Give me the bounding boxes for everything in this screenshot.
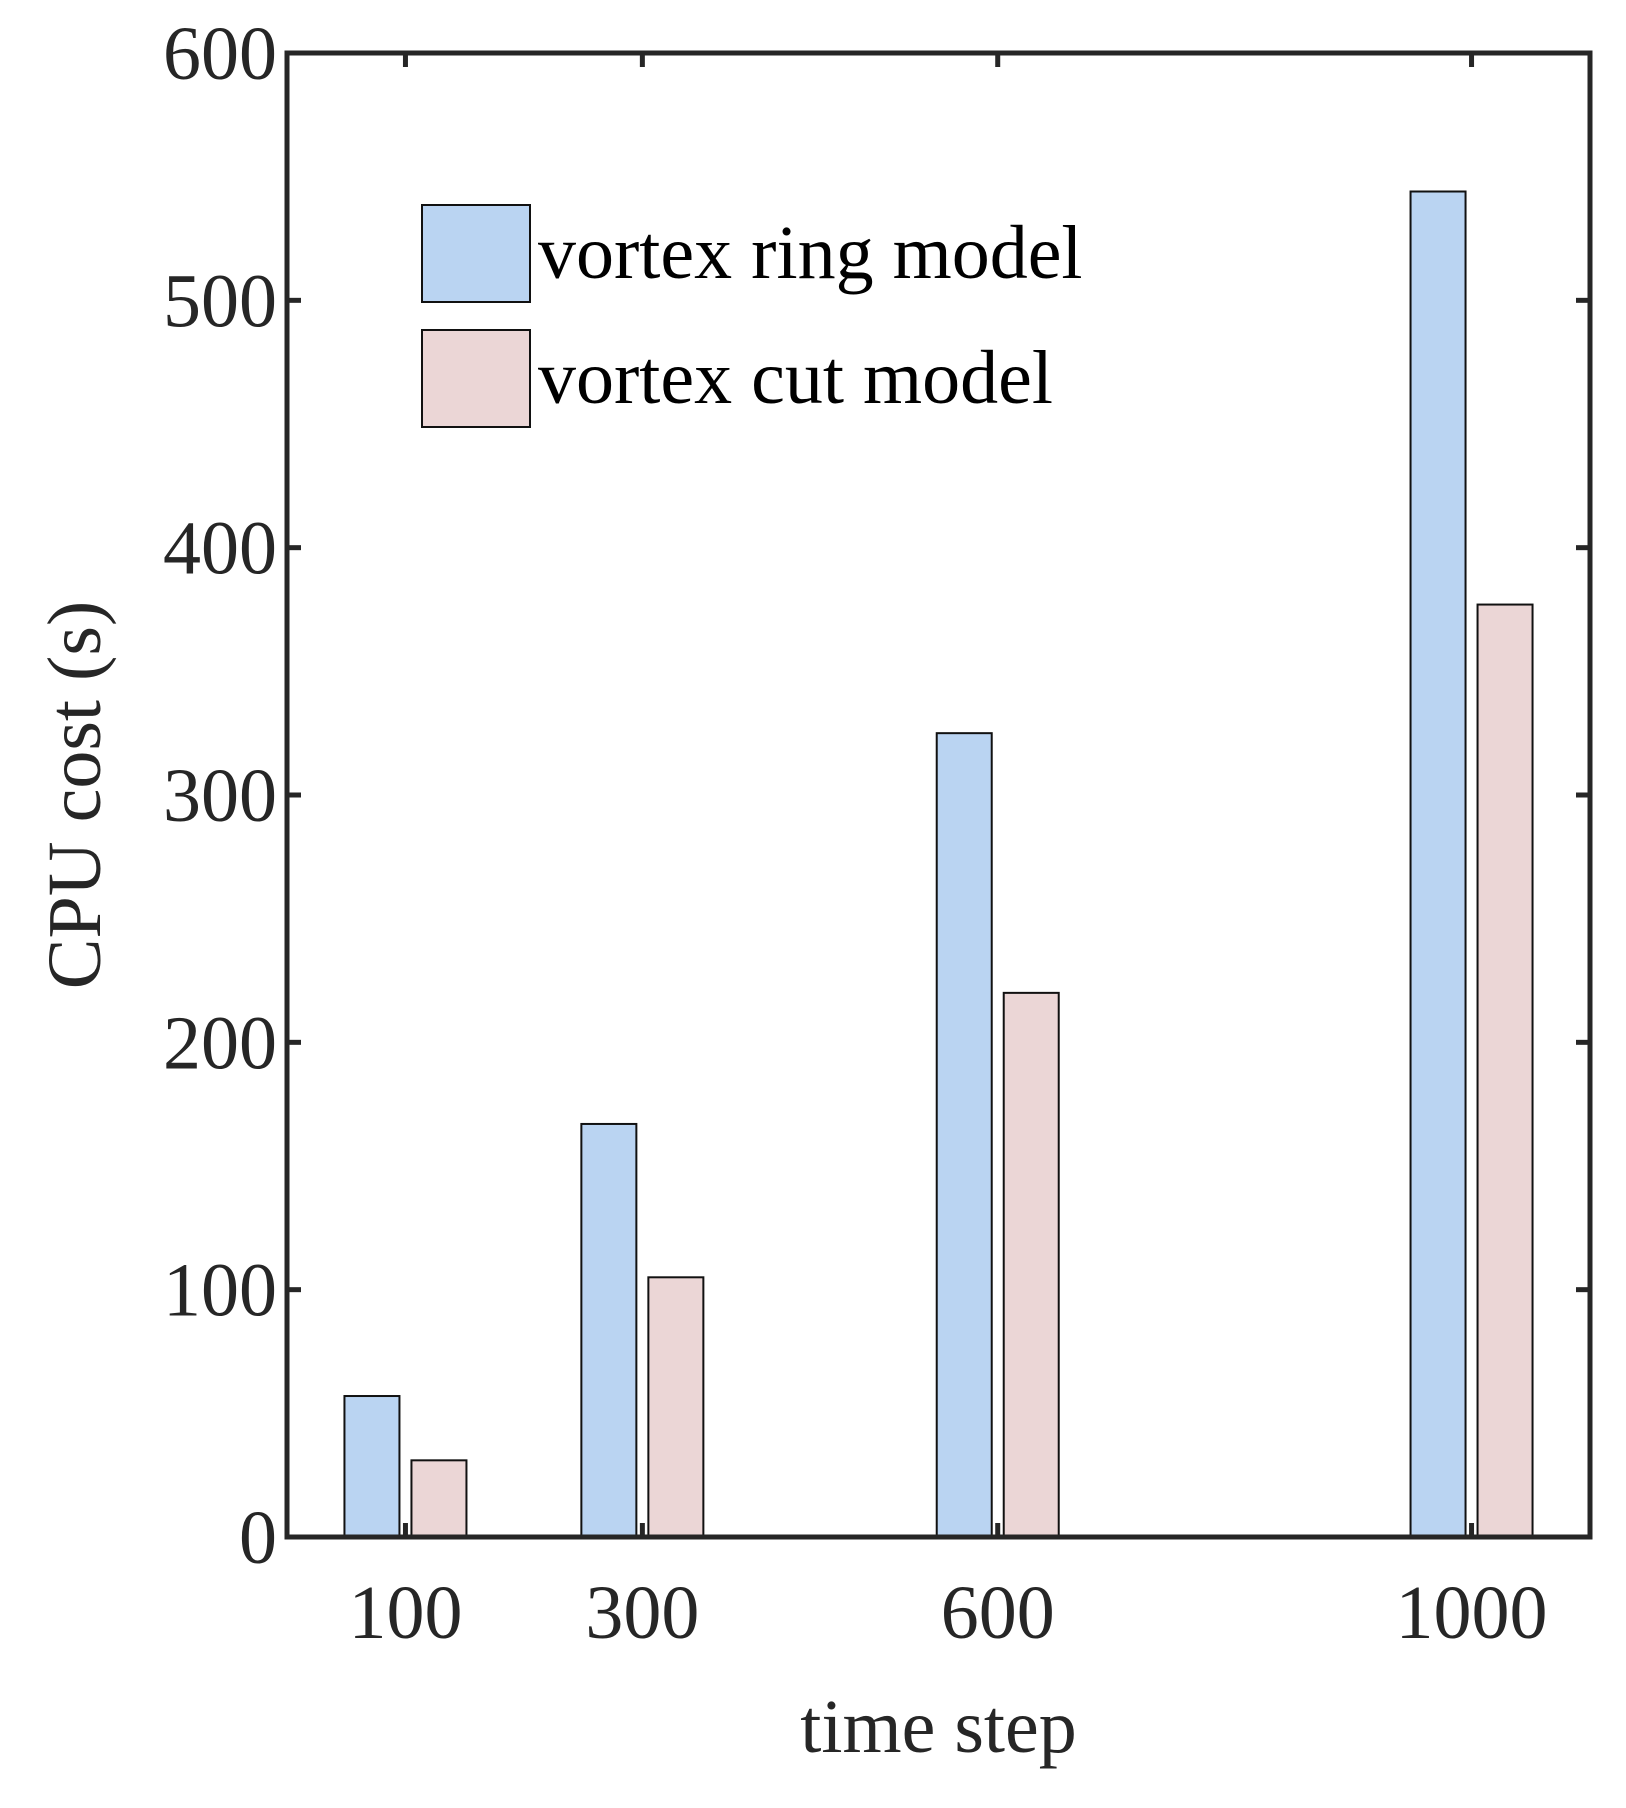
y-tick-label: 500: [163, 259, 277, 343]
bar-ring-600: [935, 732, 993, 1538]
x-tick-label: 1000: [1396, 1571, 1548, 1655]
y-tick-label: 0: [239, 1496, 277, 1580]
legend-label-cut: vortex cut model: [538, 336, 1053, 420]
bar-ring-1000: [1409, 190, 1467, 1538]
y-tick-label: 100: [163, 1249, 277, 1333]
y-tick-label: 600: [163, 12, 277, 96]
x-tick-label: 100: [348, 1571, 462, 1655]
y-tick-label: 400: [163, 507, 277, 591]
y-tick-label: 300: [163, 754, 277, 838]
x-tick-label: 600: [941, 1571, 1055, 1655]
legend: vortex ring model vortex cut model: [421, 204, 1083, 428]
y-axis-title: CPU cost (s): [33, 601, 117, 989]
x-axis-title: time step: [800, 1685, 1077, 1769]
bar-cut-100: [410, 1459, 468, 1538]
bar-ring-300: [580, 1122, 638, 1539]
legend-swatch-ring: [421, 204, 531, 303]
bars-layer: [343, 190, 1534, 1539]
x-tick-label: 300: [585, 1571, 699, 1655]
legend-label-ring: vortex ring model: [538, 211, 1083, 295]
bar-cut-300: [647, 1276, 705, 1539]
bar-cut-1000: [1476, 603, 1534, 1538]
plot-frame: [284, 50, 1593, 1540]
y-axis-ticks: 0 100 200 300 400 500 600: [163, 12, 1590, 1580]
bar-cut-600: [1002, 991, 1060, 1538]
bar-ring-100: [343, 1395, 401, 1539]
x-axis-ticks: 100 300 600 1000: [348, 53, 1548, 1655]
y-tick-label: 200: [163, 1001, 277, 1085]
legend-swatch-cut: [421, 329, 531, 428]
